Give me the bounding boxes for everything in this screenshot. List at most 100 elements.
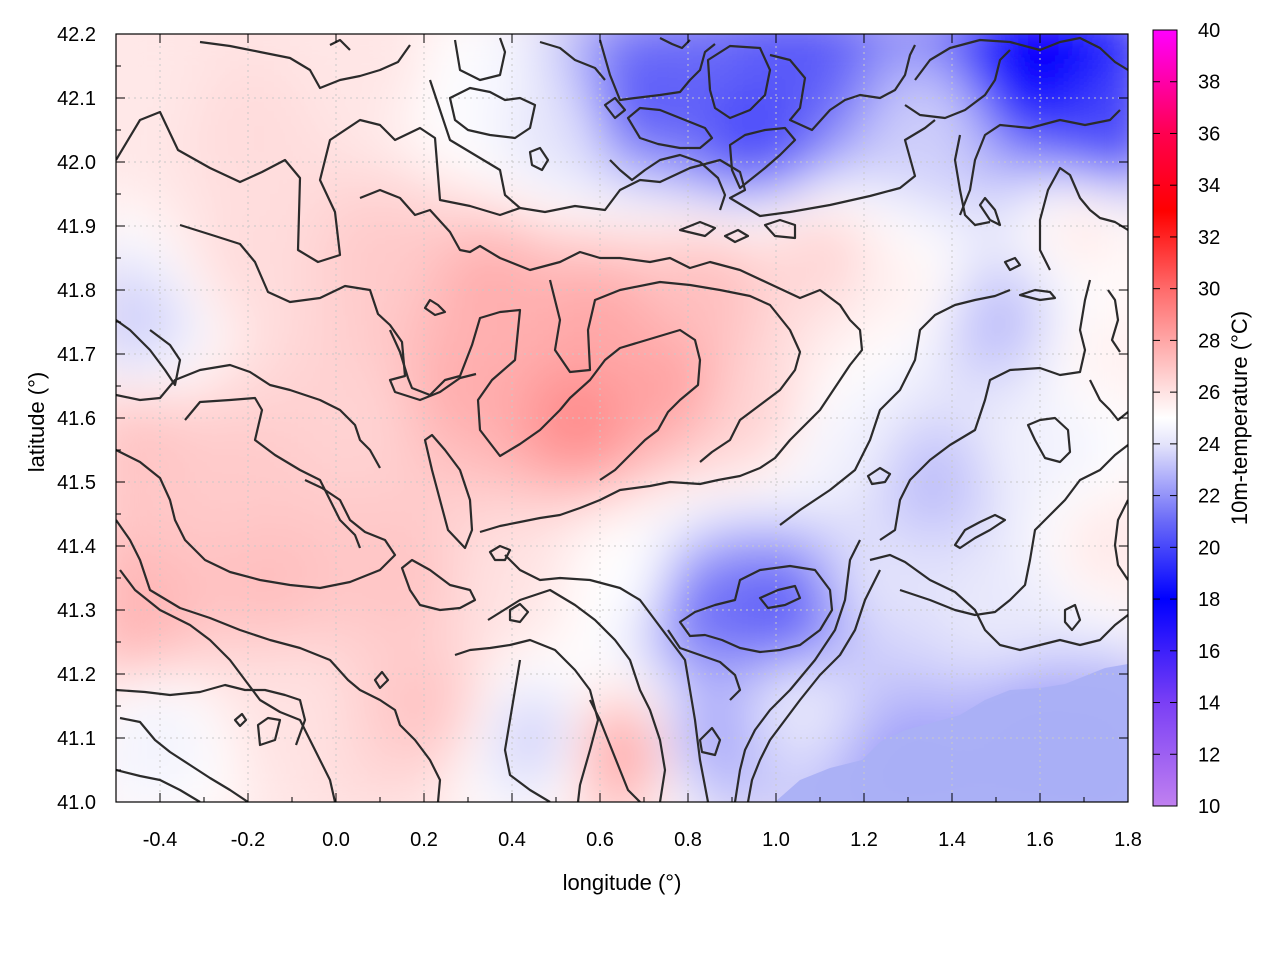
field-cell xyxy=(644,320,667,343)
field-cell xyxy=(512,166,535,189)
field-cell xyxy=(1084,298,1107,321)
field-cell xyxy=(710,166,733,189)
field-cell xyxy=(424,540,447,563)
contour-line xyxy=(400,558,477,612)
field-cell xyxy=(1106,276,1128,299)
field-cell xyxy=(1106,144,1128,167)
field-cell xyxy=(292,144,315,167)
field-cell xyxy=(424,782,447,802)
field-cell xyxy=(204,100,227,123)
field-cell xyxy=(732,320,755,343)
field-cell xyxy=(996,540,1019,563)
field-cell xyxy=(820,474,843,497)
field-cell xyxy=(644,364,667,387)
field-cell xyxy=(732,34,755,35)
field-cell xyxy=(908,650,931,673)
field-cell xyxy=(930,628,953,651)
field-cell xyxy=(314,254,337,277)
field-cell xyxy=(754,34,777,57)
field-cell xyxy=(424,254,447,277)
field-cell xyxy=(116,320,117,343)
field-cell xyxy=(1128,276,1151,299)
field-cell xyxy=(116,232,117,255)
field-cell xyxy=(446,34,469,57)
field-cell xyxy=(930,254,953,277)
field-cell xyxy=(754,496,777,519)
field-cell xyxy=(116,34,139,35)
field-cell xyxy=(226,188,249,211)
field-cell xyxy=(358,474,381,497)
field-cell xyxy=(116,738,117,761)
field-cell xyxy=(754,320,777,343)
field-cell xyxy=(820,34,843,57)
contour-line xyxy=(423,433,474,550)
field-cell xyxy=(622,804,645,827)
field-cell xyxy=(600,606,623,629)
field-cell xyxy=(358,694,381,717)
field-cell xyxy=(1062,166,1085,189)
field-cell xyxy=(600,386,623,409)
field-cell xyxy=(842,628,865,651)
field-cell xyxy=(116,694,139,717)
field-cell xyxy=(842,254,865,277)
x-tick-label: 0.6 xyxy=(586,829,614,851)
field-cell xyxy=(754,166,777,189)
field-cell xyxy=(644,254,667,277)
field-cell xyxy=(248,166,271,189)
field-cell xyxy=(248,496,271,519)
field-cell xyxy=(138,694,161,717)
field-cell xyxy=(116,298,139,321)
field-cell xyxy=(688,100,711,123)
field-cell xyxy=(336,430,359,453)
field-cell xyxy=(534,452,557,475)
field-cell xyxy=(864,628,887,651)
field-cell xyxy=(1128,782,1151,805)
field-cell xyxy=(424,364,447,387)
field-cell xyxy=(226,628,249,651)
field-cell xyxy=(534,298,557,321)
field-cell xyxy=(116,650,117,673)
field-cell xyxy=(424,606,447,629)
field-cell xyxy=(358,100,381,123)
field-cell xyxy=(842,100,865,123)
field-cell xyxy=(248,760,271,783)
field-cell xyxy=(974,606,997,629)
field-cell xyxy=(138,782,161,802)
x-tick-label: 1.8 xyxy=(1114,829,1142,851)
field-cell xyxy=(1106,430,1128,453)
field-cell xyxy=(270,672,293,695)
y-tick-label: 41.4 xyxy=(57,536,96,558)
field-cell xyxy=(336,34,359,57)
field-cell xyxy=(930,452,953,475)
field-cell xyxy=(622,408,645,431)
field-cell xyxy=(424,804,447,827)
field-cell xyxy=(160,628,183,651)
field-cell xyxy=(160,122,183,145)
field-cell xyxy=(358,254,381,277)
field-cell xyxy=(864,430,887,453)
field-cell xyxy=(798,716,821,739)
field-cell xyxy=(1062,386,1085,409)
field-cell xyxy=(380,496,403,519)
field-cell xyxy=(930,474,953,497)
field-cell xyxy=(534,100,557,123)
field-cell xyxy=(1106,122,1128,145)
field-cell xyxy=(380,408,403,431)
field-cell xyxy=(974,452,997,475)
field-cell xyxy=(688,474,711,497)
field-cell xyxy=(292,122,315,145)
field-cell xyxy=(1062,606,1085,629)
field-cell xyxy=(798,210,821,233)
colorbar-tick-label: 10 xyxy=(1198,796,1220,818)
field-cell xyxy=(996,650,1019,673)
field-cell xyxy=(182,56,205,79)
field-cell xyxy=(798,650,821,673)
field-cell xyxy=(512,760,535,783)
field-cell xyxy=(468,342,491,365)
field-cell xyxy=(798,34,821,57)
field-cell xyxy=(996,144,1019,167)
field-cell xyxy=(886,34,909,57)
field-cell xyxy=(1018,430,1041,453)
field-cell xyxy=(512,210,535,233)
